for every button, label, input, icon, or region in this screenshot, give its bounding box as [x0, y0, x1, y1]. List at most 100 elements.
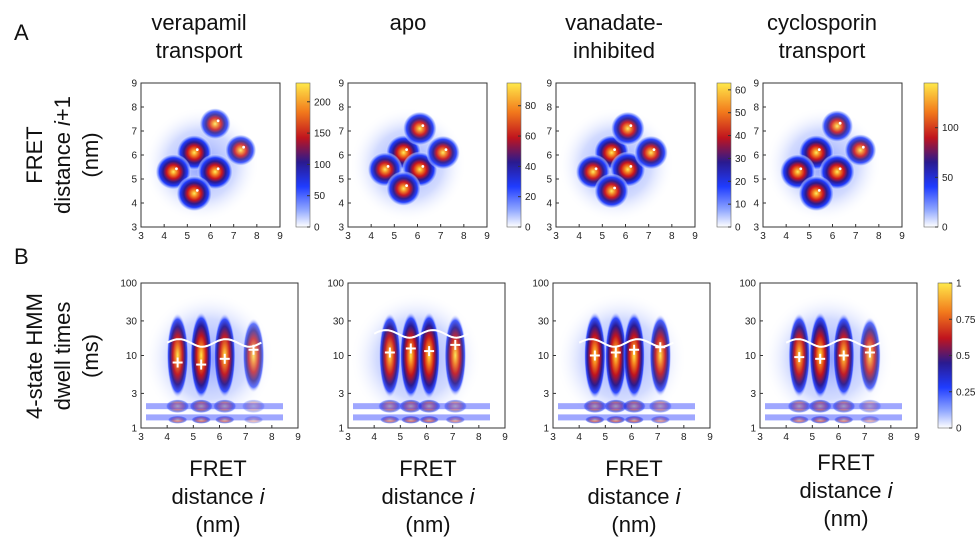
colorbar-gradient [506, 82, 522, 228]
band-density [765, 403, 902, 410]
threshold-curve [373, 329, 469, 339]
x-tick-label: 8 [476, 432, 482, 443]
colorbar: 0 50 100 [923, 82, 959, 234]
col-title-1-line1: verapamil [151, 10, 246, 35]
peak-marker [613, 148, 616, 152]
column-density [808, 399, 833, 414]
panel-label-b: B [14, 244, 29, 269]
x-label-col1-line2: distance i [172, 484, 266, 509]
colorbar-tick-label: 0 [956, 424, 962, 435]
column-density [623, 311, 646, 400]
row-a-ylabel-line2: distance i+1 [50, 96, 75, 214]
column-density [445, 415, 466, 424]
x-tick-label: 6 [629, 432, 635, 443]
threshold-curve [785, 338, 881, 348]
y-tick-label: 100 [327, 279, 344, 290]
x-label-col3-line3: (nm) [611, 512, 656, 537]
y-tick-label: 5 [546, 175, 552, 186]
colorbar-tick-label: 50 [314, 191, 326, 202]
column-density [649, 314, 672, 397]
y-tick-label: 9 [753, 79, 759, 90]
x-label-col4-line3: (nm) [823, 506, 868, 531]
threshold-curve [578, 338, 674, 348]
y-tick-label: 3 [131, 223, 137, 234]
y-tick-label: 30 [538, 316, 550, 327]
x-tick-label: 8 [461, 231, 467, 242]
y-tick-label: 9 [546, 79, 552, 90]
peak-marker [216, 167, 220, 171]
plot-area [141, 283, 298, 428]
column-density [398, 399, 423, 414]
x-tick-label: 6 [836, 432, 842, 443]
peak-marker [838, 121, 842, 125]
column-density [243, 415, 264, 424]
peak-marker [629, 165, 633, 168]
mean-marker [815, 353, 826, 364]
y-tick-label: 8 [131, 103, 137, 114]
y-tick-label: 8 [338, 103, 344, 114]
y-tick-label: 4 [546, 199, 552, 210]
colorbar-tick-label: 30 [735, 154, 747, 165]
mean-marker [610, 347, 621, 358]
colorbar-tick-label: 1 [956, 279, 962, 290]
x-label-col3-line1: FRET [605, 456, 662, 481]
x-label-col4: FRET distance i (nm) [800, 450, 894, 531]
y-tick-label: 5 [753, 175, 759, 186]
mean-marker [172, 357, 183, 368]
y-tick-label: 10 [745, 351, 757, 362]
colorbar-tick-label: 0 [525, 223, 531, 234]
y-tick-label: 4 [131, 199, 137, 210]
colorbar-tick-label: 0 [735, 223, 741, 234]
x-label-col2-line1: FRET [399, 456, 456, 481]
x-tick-label: 7 [231, 231, 237, 242]
x-tick-label: 4 [783, 432, 789, 443]
x-tick-label: 3 [757, 432, 763, 443]
chart-a-1: 3 4 5 6 7 8 9 3 4 5 6 7 8 9 0 50 100 150 200 [131, 79, 331, 243]
column-density [622, 399, 647, 414]
colorbar-gradient [295, 82, 311, 228]
band-density [558, 414, 695, 421]
column-density [605, 415, 626, 424]
colorbar: 0 0.25 0.5 0.75 1 [937, 279, 976, 435]
panel-label-a: A [14, 20, 29, 45]
x-label-col2-italic: i [470, 484, 476, 509]
threshold-curve [166, 338, 262, 348]
column-density [167, 415, 188, 424]
density-peak [844, 134, 877, 167]
y-tick-label: 4 [338, 199, 344, 210]
colorbar-tick-label: 50 [942, 173, 954, 184]
row-a-ylabel-prefix: distance [50, 126, 75, 214]
y-tick-label: 30 [333, 316, 345, 327]
colorbar: 0 10 20 30 40 50 60 [716, 82, 747, 234]
peak-marker [405, 184, 408, 188]
mean-marker [450, 339, 461, 350]
colorbar-tick-label: 20 [735, 177, 747, 188]
x-tick-label: 3 [138, 432, 144, 443]
x-tick-label: 7 [438, 231, 444, 242]
peak-marker [613, 186, 616, 190]
x-label-col4-line1: FRET [817, 450, 874, 475]
peak-marker [861, 145, 865, 149]
x-tick-label: 6 [208, 231, 214, 242]
x-tick-label: 9 [692, 231, 698, 242]
colorbar-gradient [716, 82, 732, 228]
y-tick-label: 10 [126, 351, 138, 362]
column-density [444, 314, 467, 397]
chart-a-3: 3 4 5 6 7 8 9 3 4 5 6 7 8 9 0 10 20 30 40 50 60 [546, 79, 746, 243]
plot-area [141, 83, 280, 227]
x-label-col3: FRET distance i (nm) [588, 456, 682, 537]
y-tick-label: 10 [333, 351, 345, 362]
band-density [353, 403, 490, 410]
column-density [419, 415, 440, 424]
x-tick-label: 4 [576, 432, 582, 443]
y-tick-label: 9 [338, 79, 344, 90]
column-density [789, 415, 810, 424]
x-tick-label: 5 [603, 432, 609, 443]
x-tick-label: 4 [161, 231, 167, 242]
y-tick-label: 6 [338, 151, 344, 162]
